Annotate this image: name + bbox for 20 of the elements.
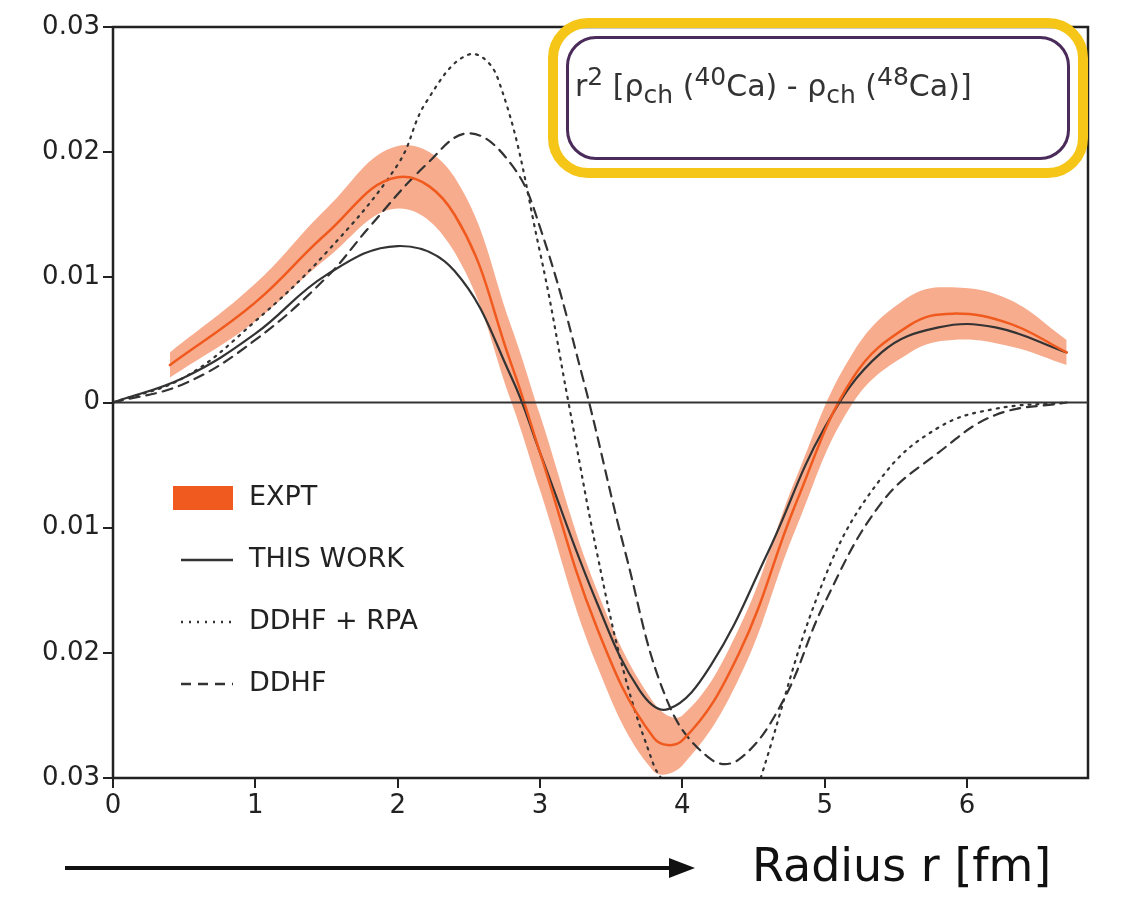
x-tick-label: 4 [674,789,691,820]
y-tick-label: 0.03 [42,760,100,791]
y-tick-label: 0.01 [42,260,100,291]
legend-label: EXPT [249,480,318,512]
x-tick-label: 6 [958,789,976,820]
legend-label: DDHF [249,666,327,698]
x-tick-label: 2 [389,789,406,820]
y-tick-label: 0 [83,385,100,416]
y-tick-label: 0.02 [42,635,100,666]
text: r$^{2}$ [ρ$_{ch}$ ($^{40}$Ca) - ρ$_{ch}$ ($^{48}$Ca)] [575,62,972,109]
x-tick-label: 1 [247,789,264,820]
x-tick-label: 0 [104,789,122,820]
y-tick-label: 0.02 [42,134,100,165]
x-tick-label: 3 [531,789,549,820]
y-tick-label: 0.03 [42,9,100,40]
y-tick-label: 0.01 [42,510,100,541]
legend-label: THIS WORK [248,542,406,574]
x-tick-label: 5 [816,789,833,820]
legend-label: DDHF + RPA [249,604,419,636]
x-axis-title: Radius r [fm] [752,838,1052,892]
